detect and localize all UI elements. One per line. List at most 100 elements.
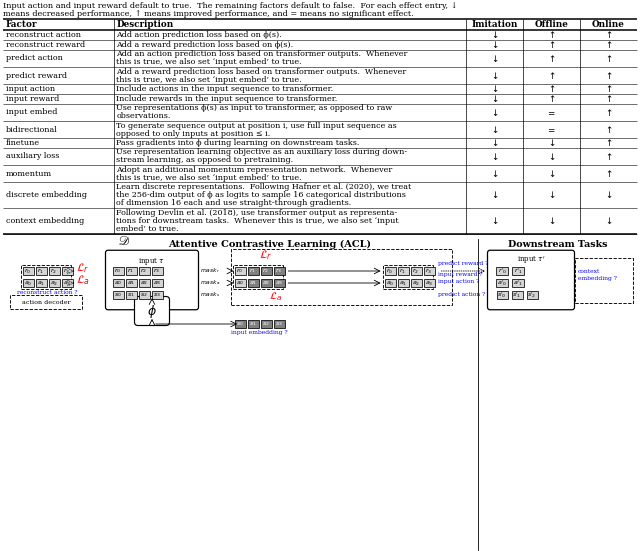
Text: Learn discrete representations.  Following Hafner et al. (2020), we treat: Learn discrete representations. Followin… [116,183,412,191]
Text: stream learning, as opposed to pretraining.: stream learning, as opposed to pretraini… [116,156,294,165]
FancyBboxPatch shape [273,267,285,276]
FancyBboxPatch shape [134,296,170,326]
FancyBboxPatch shape [22,279,33,287]
Text: $\uparrow$: $\uparrow$ [547,30,556,41]
Text: $\uparrow$: $\uparrow$ [604,124,613,135]
Text: $r_0$: $r_0$ [115,267,122,276]
Text: $\downarrow$: $\downarrow$ [547,138,556,149]
FancyBboxPatch shape [49,267,60,276]
Text: $a_2$: $a_2$ [262,279,270,287]
FancyBboxPatch shape [248,279,259,287]
Text: Include rewards in the input sequence to transformer.: Include rewards in the input sequence to… [116,95,338,103]
Text: predict action: predict action [6,55,62,62]
FancyBboxPatch shape [397,267,408,276]
Text: $a_0$: $a_0$ [114,279,122,287]
FancyBboxPatch shape [424,279,435,287]
Text: Use representations ϕ(s) as input to transformer, as opposed to raw: Use representations ϕ(s) as input to tra… [116,105,393,112]
FancyBboxPatch shape [113,267,124,276]
Bar [383,264,433,289]
Text: $\uparrow$: $\uparrow$ [547,70,556,81]
Bar [232,264,282,289]
Text: input action: input action [6,85,54,93]
Text: Downstream Tasks: Downstream Tasks [508,240,608,249]
Text: input embed: input embed [6,109,57,116]
Bar [10,295,82,309]
Text: Online: Online [592,20,625,29]
Text: reconstruct action: reconstruct action [6,31,81,39]
Text: $\tilde{a}_0$: $\tilde{a}_0$ [24,278,32,288]
Text: $mask_s$: $mask_s$ [200,290,220,299]
Text: this is true, we also set ‘input embed’ to true.: this is true, we also set ‘input embed’ … [116,75,302,84]
Text: $s_2$: $s_2$ [262,320,270,328]
Text: Input action and input reward default to true.  The remaining factors default to: Input action and input reward default to… [3,2,458,10]
Text: input reward ?: input reward ? [438,272,483,277]
FancyBboxPatch shape [234,320,246,328]
Text: $\mathcal{L}_r$: $\mathcal{L}_r$ [259,248,273,262]
Text: observations.: observations. [116,112,171,121]
Text: Add an action prediction loss based on transformer outputs.  Whenever: Add an action prediction loss based on t… [116,51,408,58]
FancyBboxPatch shape [512,267,524,276]
Text: $\tilde{a}_2$: $\tilde{a}_2$ [412,278,420,288]
Text: $\tilde{r}_1$: $\tilde{r}_1$ [38,266,45,276]
Text: $\tilde{r}_1$: $\tilde{r}_1$ [399,266,406,276]
Text: $\uparrow$: $\uparrow$ [604,168,613,179]
Text: context
embedding ?: context embedding ? [578,269,617,281]
Text: auxiliary loss: auxiliary loss [6,153,59,160]
Text: $a_1$: $a_1$ [249,279,257,287]
Text: $\tilde{a}_2$: $\tilde{a}_2$ [50,278,58,288]
FancyBboxPatch shape [152,291,163,299]
Text: momentum: momentum [6,170,52,177]
FancyBboxPatch shape [138,279,150,287]
Text: $\downarrow$: $\downarrow$ [490,53,499,64]
FancyBboxPatch shape [152,279,163,287]
Text: $a_0$: $a_0$ [236,279,244,287]
Text: $\tilde{r}_2$: $\tilde{r}_2$ [412,266,420,276]
Text: $s_1$: $s_1$ [249,320,257,328]
Text: embed’ to true.: embed’ to true. [116,225,179,233]
Text: $\uparrow$: $\uparrow$ [604,53,613,64]
Text: $\phi$: $\phi$ [147,302,157,320]
Text: $\downarrow$: $\downarrow$ [547,190,556,201]
Text: $a_3$: $a_3$ [275,279,284,287]
Text: means decreased performance, ↑ means improved performance, and = means no signif: means decreased performance, ↑ means imp… [3,10,413,18]
Text: $\uparrow$: $\uparrow$ [547,84,556,95]
Text: Attentive Contrastive Learning (ACL): Attentive Contrastive Learning (ACL) [168,240,371,249]
Text: $\downarrow$: $\downarrow$ [490,138,499,149]
Text: reconstruct action ?: reconstruct action ? [17,290,77,295]
Text: Add a reward prediction loss based on ϕ(s).: Add a reward prediction loss based on ϕ(… [116,41,294,49]
Text: $mask_a$: $mask_a$ [200,279,220,288]
Text: predict reward ?: predict reward ? [438,261,489,266]
Text: $\downarrow$: $\downarrow$ [490,190,499,201]
FancyBboxPatch shape [113,279,124,287]
Text: $=$: $=$ [547,108,556,117]
Text: $\uparrow$: $\uparrow$ [604,138,613,149]
FancyBboxPatch shape [35,279,47,287]
FancyBboxPatch shape [488,250,575,310]
FancyBboxPatch shape [61,279,72,287]
FancyBboxPatch shape [424,267,435,276]
Text: $\downarrow$: $\downarrow$ [490,151,499,162]
FancyBboxPatch shape [273,320,285,328]
Text: $\uparrow$: $\uparrow$ [604,40,613,51]
Text: $\tilde{a}_3$: $\tilde{a}_3$ [63,278,71,288]
Text: tions for downstream tasks.  Whenever this is true, we also set ‘input: tions for downstream tasks. Whenever thi… [116,217,399,225]
Text: $s_2$: $s_2$ [140,291,148,299]
Text: $\tilde{a}_0$: $\tilde{a}_0$ [386,278,394,288]
Text: $r_3$: $r_3$ [275,267,283,276]
FancyBboxPatch shape [248,267,259,276]
Text: $r_2$: $r_2$ [262,267,269,276]
Text: Pass gradients into ϕ during learning on downstream tasks.: Pass gradients into ϕ during learning on… [116,139,360,147]
FancyBboxPatch shape [234,279,246,287]
Text: Include actions in the input sequence to transformer.: Include actions in the input sequence to… [116,85,333,93]
Text: input $\tau$: input $\tau$ [138,256,166,267]
Text: $\mathscr{D}$: $\mathscr{D}$ [118,235,130,248]
Bar [230,249,451,305]
Text: Add action prediction loss based on ϕ(s).: Add action prediction loss based on ϕ(s)… [116,31,282,39]
Text: $\tilde{a}_1$: $\tilde{a}_1$ [399,278,407,288]
Text: $\downarrow$: $\downarrow$ [490,70,499,81]
FancyBboxPatch shape [152,267,163,276]
Text: $\downarrow$: $\downarrow$ [490,84,499,95]
Text: $\mathcal{L}_a$: $\mathcal{L}_a$ [269,290,283,304]
FancyBboxPatch shape [49,279,60,287]
Text: this is true, we also set ‘input embed’ to true.: this is true, we also set ‘input embed’ … [116,174,302,181]
